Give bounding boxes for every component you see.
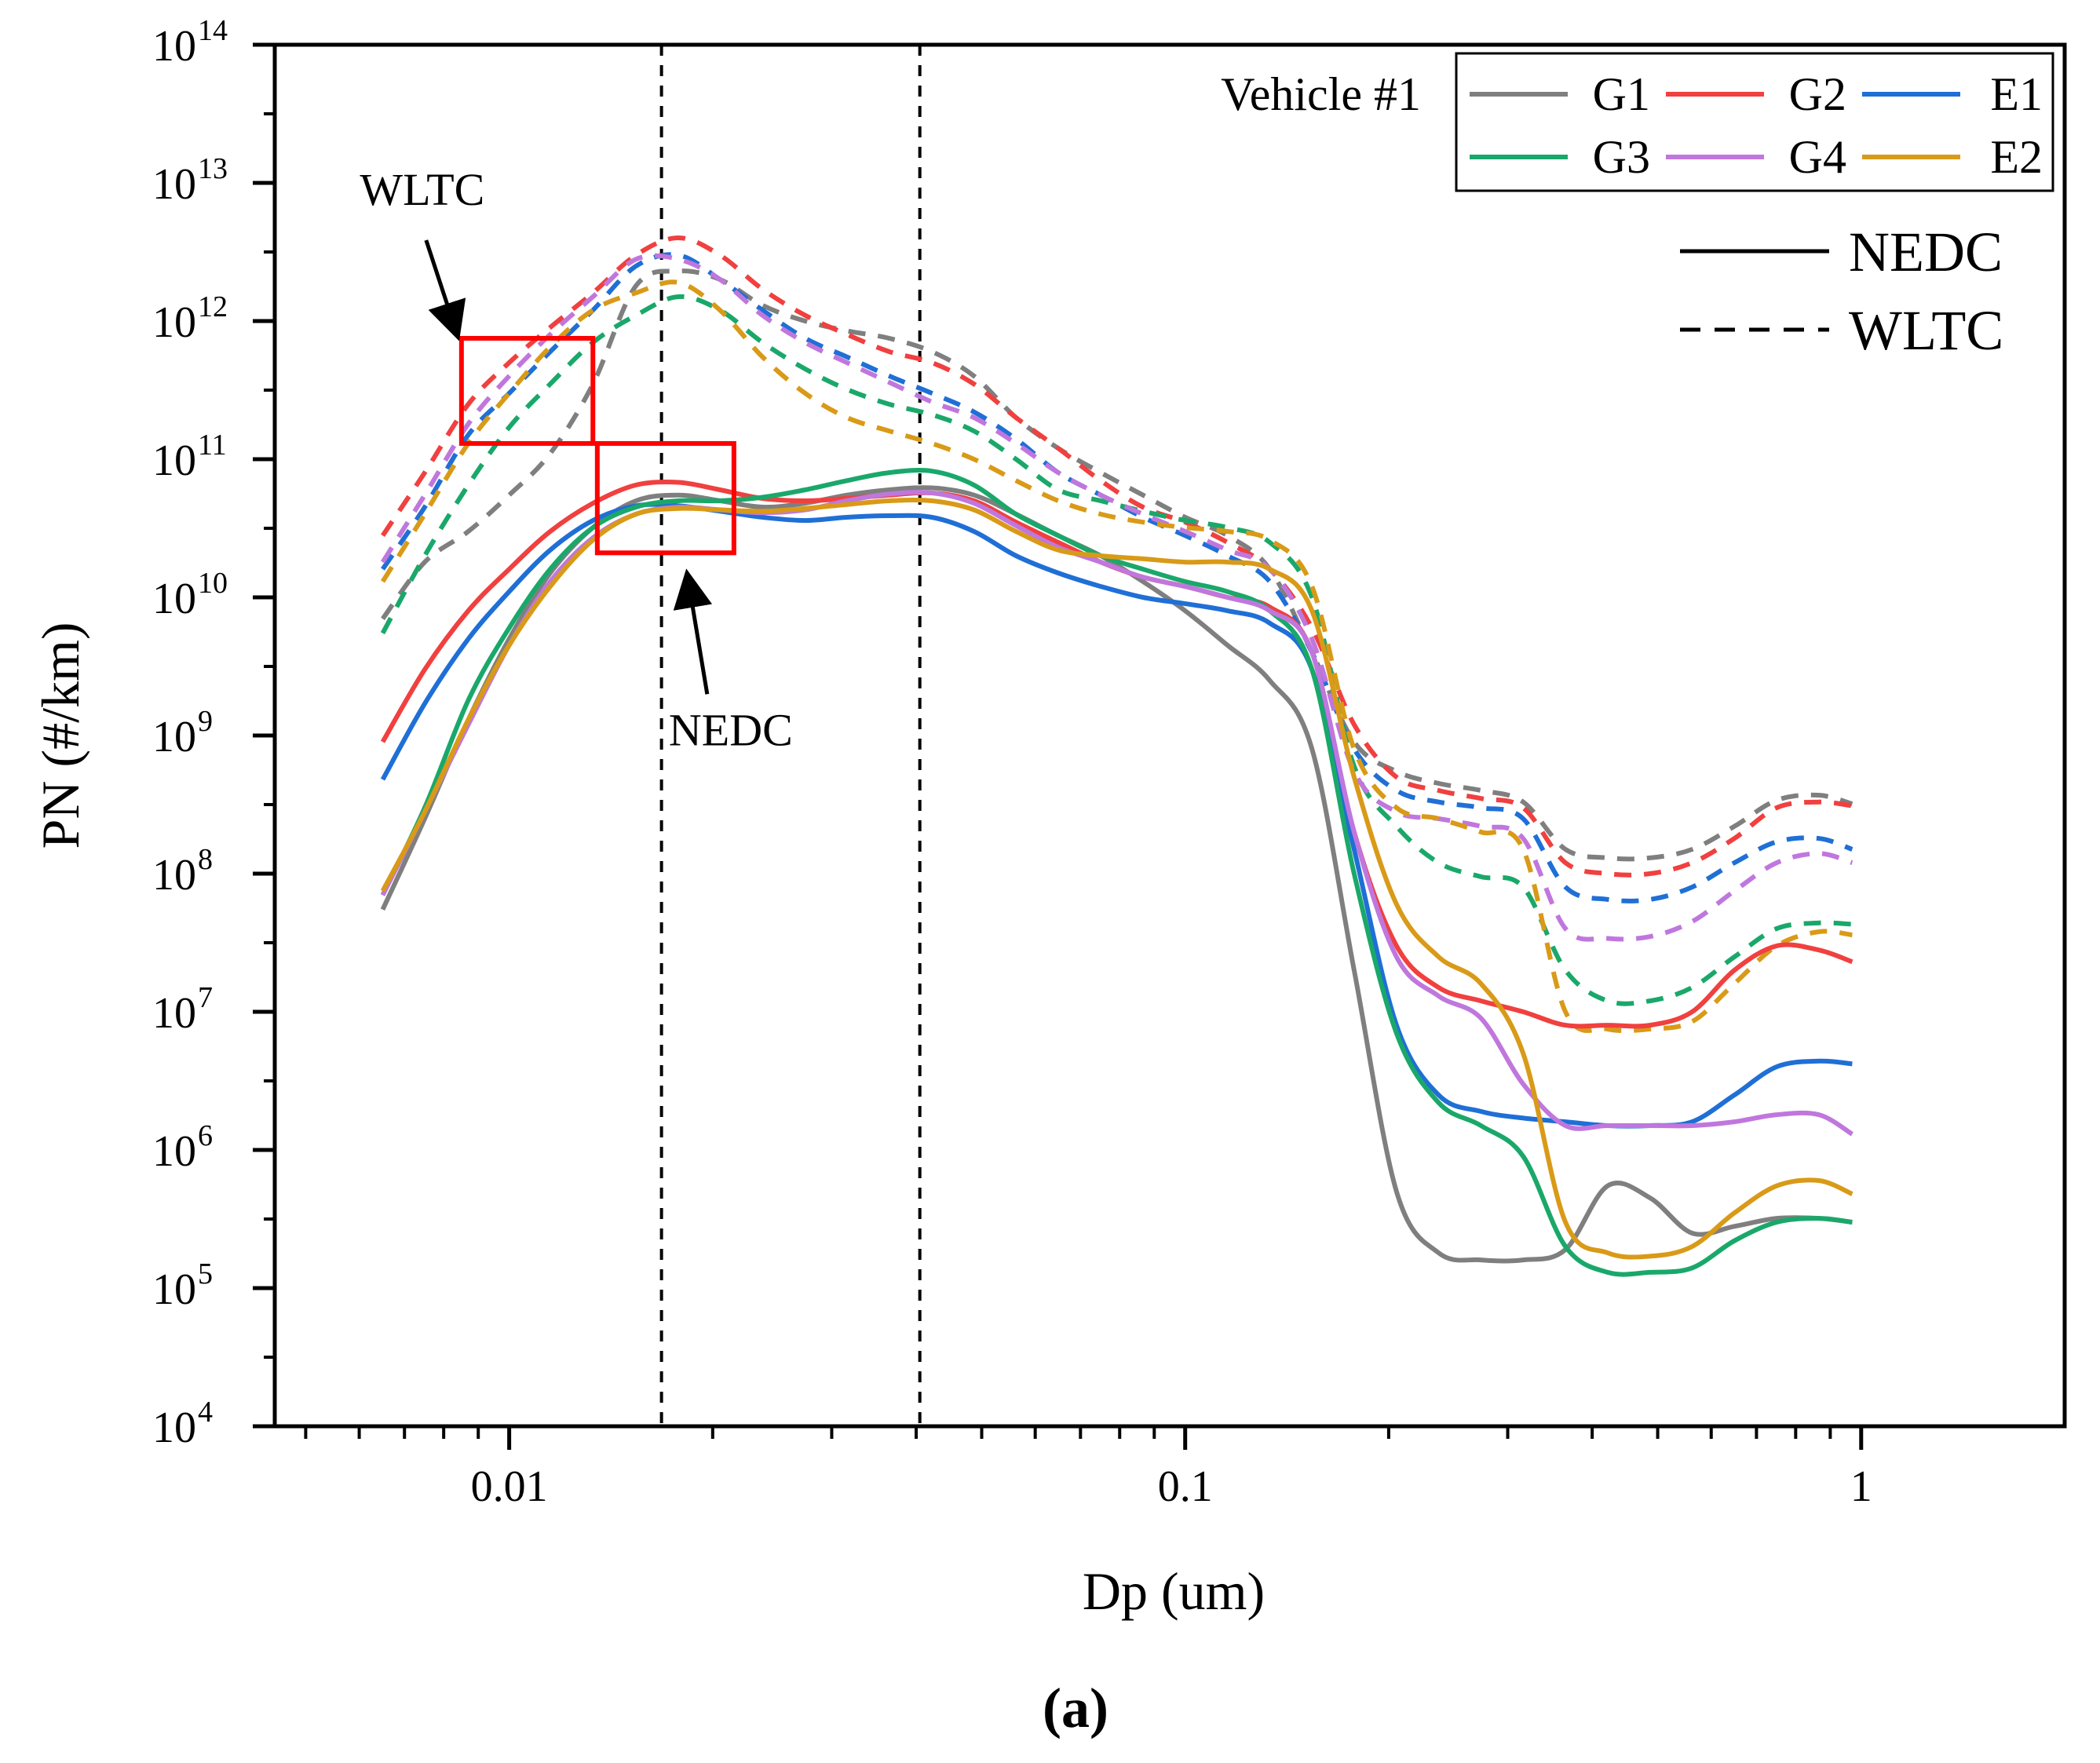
- series-e1-wltc: [381, 252, 1853, 903]
- legend-label-g2: G2: [1789, 68, 1846, 120]
- y-tick-exponent: 5: [198, 1257, 213, 1290]
- y-tick-label: 10: [152, 1127, 196, 1176]
- x-axis-title: Dp (um): [1083, 1561, 1265, 1621]
- x-tick-label: 0.01: [471, 1462, 548, 1511]
- y-tick-label: 10: [152, 575, 196, 623]
- series-e2-wltc: [380, 279, 1853, 1034]
- y-tick-exponent: 10: [198, 567, 228, 600]
- style-legend: NEDC WLTC: [1680, 221, 2003, 362]
- series-layer: [380, 235, 1854, 1277]
- y-tick-label: 10: [152, 160, 196, 209]
- wltc-highlight-box: [458, 335, 596, 446]
- x-tick-label: 1: [1850, 1462, 1872, 1511]
- y-tick-label: 10: [152, 989, 196, 1038]
- y-tick-exponent: 11: [198, 429, 227, 462]
- nedc-annotation-label: NEDC: [669, 704, 793, 755]
- annotation-layer: WLTC NEDC: [360, 164, 792, 755]
- y-tick-exponent: 9: [198, 705, 213, 738]
- y-tick-exponent: 6: [198, 1119, 213, 1152]
- wltc-annotation-arrow: [424, 239, 466, 341]
- legend-label-e1: E1: [1990, 68, 2043, 120]
- series-g4-nedc: [380, 490, 1854, 1137]
- x-tick-label: 0.1: [1158, 1462, 1213, 1511]
- y-tick-label: 10: [152, 436, 196, 485]
- legend-box: [1455, 52, 2054, 192]
- wltc-annotation-label: WLTC: [360, 164, 484, 215]
- y-tick-exponent: 13: [198, 152, 228, 185]
- legend-label-e2: E2: [1990, 131, 2043, 183]
- series-e1-nedc: [380, 502, 1853, 1129]
- figure-caption: (a): [1043, 1677, 1108, 1739]
- series-e2-nedc: [380, 497, 1853, 1260]
- y-tick-exponent: 7: [198, 981, 213, 1014]
- reference-lines: [659, 45, 922, 1426]
- y-tick-label: 10: [152, 1265, 196, 1314]
- series-g4-wltc: [380, 253, 1853, 942]
- y-tick-label: 10: [152, 851, 196, 900]
- nedc-highlight-box: [594, 440, 736, 556]
- series-g3-wltc: [380, 294, 1853, 1006]
- y-tick-exponent: 4: [198, 1396, 213, 1429]
- legend-label-g1: G1: [1593, 68, 1650, 120]
- series-g1-wltc: [381, 268, 1853, 862]
- legend-label-g4: G4: [1789, 131, 1846, 183]
- vehicle-label: Vehicle #1: [1221, 68, 1421, 120]
- y-tick-exponent: 8: [198, 843, 213, 876]
- style-label-wltc: WLTC: [1849, 299, 2003, 362]
- legend-label-g3: G3: [1593, 131, 1650, 183]
- y-tick-exponent: 12: [198, 290, 228, 323]
- y-tick-label: 10: [152, 713, 196, 761]
- x-axis: 0.01 0.1 1: [304, 1426, 1872, 1511]
- y-tick-exponent: 14: [198, 14, 228, 47]
- y-tick-label: 10: [152, 298, 196, 347]
- nedc-annotation-arrow: [673, 568, 713, 695]
- series-g1-nedc: [380, 485, 1853, 1264]
- style-label-nedc: NEDC: [1849, 221, 2003, 283]
- y-tick-label: 10: [152, 22, 196, 71]
- y-tick-label: 10: [152, 1403, 196, 1452]
- legend: G1 G2 E1 G3 G4 E2: [1455, 52, 2054, 192]
- series-g3-nedc: [380, 468, 1853, 1277]
- y-axis-title: PN (#/km): [31, 622, 90, 849]
